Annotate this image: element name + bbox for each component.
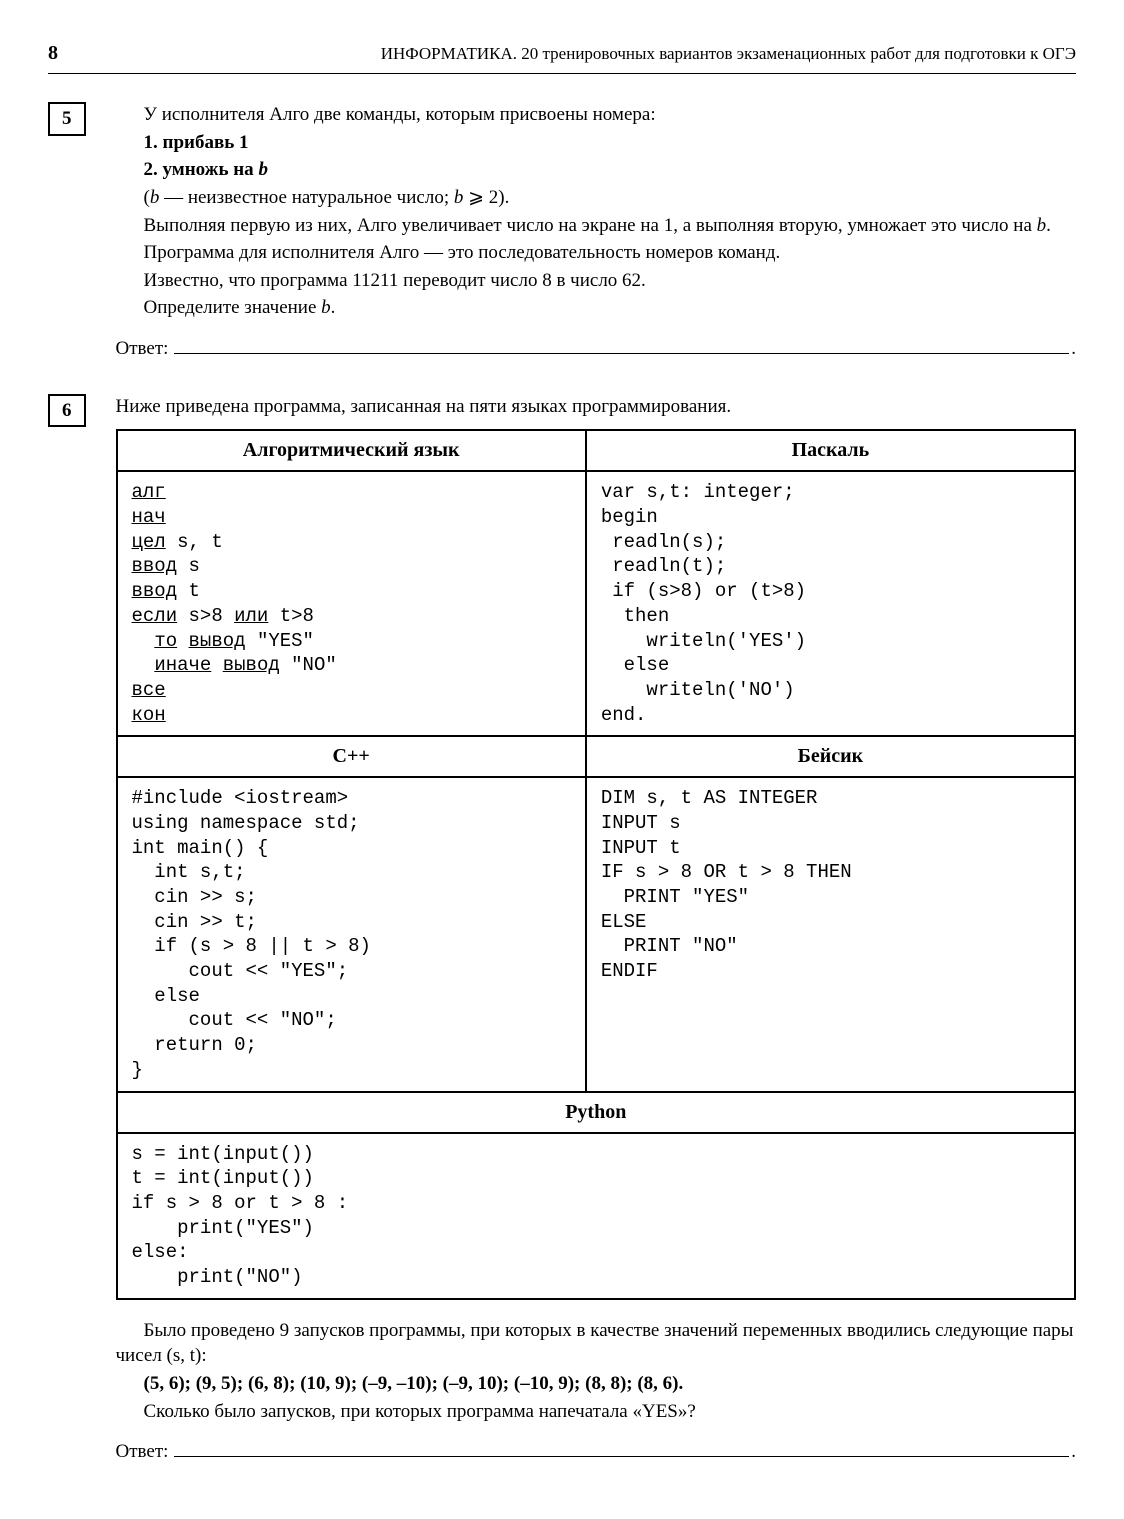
task-5: 5 У исполнителя Алго две команды, которы… (48, 102, 1076, 368)
task6-answer: Ответ: . (116, 1438, 1077, 1465)
code-table: Алгоритмический язык Паскаль алг нач цел… (116, 429, 1077, 1299)
header-cpp: С++ (117, 736, 586, 777)
answer-blank[interactable] (174, 1438, 1069, 1457)
task6-after: Было проведено 9 запусков программы, при… (116, 1318, 1077, 1465)
header-python: Python (117, 1092, 1076, 1133)
answer-label: Ответ: (116, 336, 169, 362)
header-basic: Бейсик (586, 736, 1075, 777)
task-number-box: 6 (48, 394, 86, 428)
task5-cmd2: 2. умножь на b (116, 157, 1077, 183)
header-pascal: Паскаль (586, 430, 1075, 471)
task6-intro: Ниже приведена программа, записанная на … (116, 394, 1077, 420)
answer-label: Ответ: (116, 1439, 169, 1465)
task6-after2: Сколько было запусков, при которых прогр… (116, 1399, 1077, 1425)
task5-cmd1: 1. прибавь 1 (116, 130, 1077, 156)
header-alg: Алгоритмический язык (117, 430, 586, 471)
code-alg: алг нач цел s, t ввод s ввод t если s>8 … (117, 471, 586, 736)
code-cpp: #include <iostream> using namespace std;… (117, 777, 586, 1091)
header-title: ИНФОРМАТИКА. 20 тренировочных вариантов … (381, 43, 1076, 66)
code-pascal: var s,t: integer; begin readln(s); readl… (586, 471, 1075, 736)
page-header: 8 ИНФОРМАТИКА. 20 тренировочных варианто… (48, 40, 1076, 74)
code-python: s = int(input()) t = int(input()) if s >… (117, 1133, 1076, 1299)
task5-line1: У исполнителя Алго две команды, которым … (116, 102, 1077, 128)
answer-dot: . (1071, 336, 1076, 362)
page-number: 8 (48, 40, 58, 67)
task5-line6: Известно, что программа 11211 переводит … (116, 268, 1077, 294)
task6-pairs: (5, 6); (9, 5); (6, 8); (10, 9); (–9, –1… (116, 1371, 1077, 1397)
task6-after1: Было проведено 9 запусков программы, при… (116, 1318, 1077, 1369)
task5-paren: (b — неизвестное натуральное число; b ⩾ … (116, 185, 1077, 211)
task-number-box: 5 (48, 102, 86, 136)
task-6: 6 Ниже приведена программа, записанная н… (48, 394, 1076, 1471)
task5-line7: Определите значение b. (116, 295, 1077, 321)
code-basic: DIM s, t AS INTEGER INPUT s INPUT t IF s… (586, 777, 1075, 1091)
task5-line5: Программа для исполнителя Алго — это пос… (116, 240, 1077, 266)
task-6-body: Ниже приведена программа, записанная на … (116, 394, 1077, 1471)
task5-answer: Ответ: . (116, 335, 1077, 362)
task-5-body: У исполнителя Алго две команды, которым … (116, 102, 1077, 368)
answer-dot: . (1071, 1439, 1076, 1465)
answer-blank[interactable] (174, 335, 1069, 354)
task5-line4: Выполняя первую из них, Алго увеличивает… (116, 213, 1077, 239)
